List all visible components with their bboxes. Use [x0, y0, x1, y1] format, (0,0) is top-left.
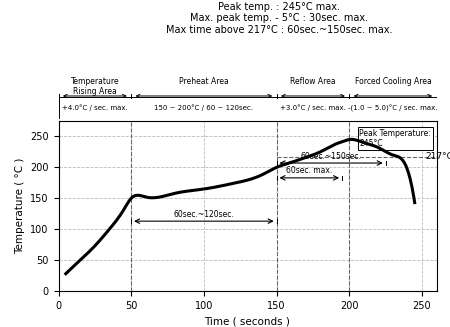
Text: Peak temp. : 245°C max.
Max. peak temp. - 5°C : 30sec. max.
Max time above 217°C: Peak temp. : 245°C max. Max. peak temp. … [166, 2, 392, 35]
Text: Preheat Area: Preheat Area [179, 77, 229, 86]
Text: 60sec. max.: 60sec. max. [286, 166, 333, 175]
X-axis label: Time ( seconds ): Time ( seconds ) [205, 316, 290, 326]
Text: -(1.0 ~ 5.0)°C / sec. max.: -(1.0 ~ 5.0)°C / sec. max. [348, 105, 438, 112]
Text: Peak Temperature:
245°C: Peak Temperature: 245°C [360, 129, 431, 148]
Text: +4.0°C / sec. max.: +4.0°C / sec. max. [62, 105, 128, 111]
Y-axis label: Temperature ( °C ): Temperature ( °C ) [14, 158, 25, 254]
Text: 217°C: 217°C [425, 152, 450, 161]
Text: Temperature
Rising Area: Temperature Rising Area [71, 77, 119, 96]
Text: 60sec.~120sec.: 60sec.~120sec. [174, 210, 234, 219]
Text: Forced Cooling Area: Forced Cooling Area [355, 77, 431, 86]
Text: Reflow Area: Reflow Area [290, 77, 336, 86]
Bar [58, 97, 436, 119]
Text: 60sec.~150sec.: 60sec.~150sec. [301, 151, 361, 161]
Text: +3.0°C / sec. max.: +3.0°C / sec. max. [280, 105, 346, 111]
Text: 150 ~ 200°C / 60 ~ 120sec.: 150 ~ 200°C / 60 ~ 120sec. [154, 105, 253, 111]
